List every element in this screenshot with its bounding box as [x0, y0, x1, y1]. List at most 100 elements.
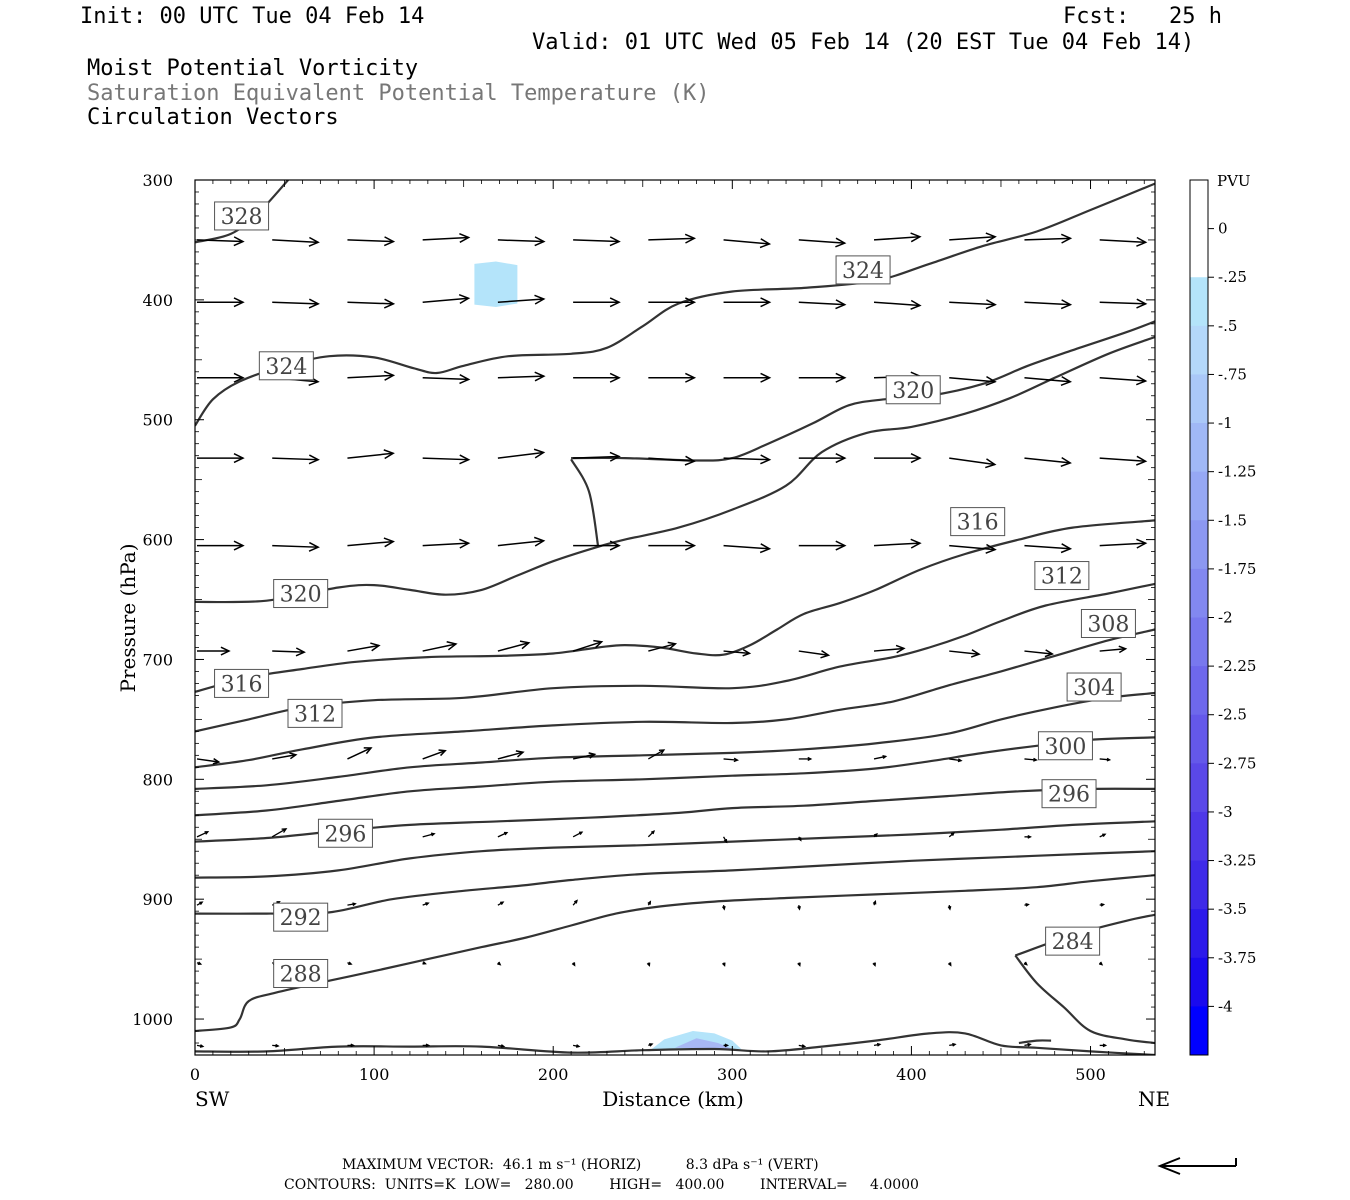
- circulation-vector: [573, 372, 621, 383]
- contour-label-box: [885, 375, 941, 405]
- reference-vector-arrow: [1157, 1157, 1237, 1175]
- x-tick-label: 500: [1075, 1065, 1106, 1084]
- circulation-vector: [949, 758, 963, 763]
- x-tick-label: 0: [190, 1065, 200, 1084]
- x-left-label: SW: [195, 1087, 230, 1111]
- colorbar-swatch: [1190, 180, 1208, 230]
- y-tick-label: 400: [142, 291, 173, 310]
- y-tick-label: 600: [142, 531, 173, 550]
- pv-shade-upper: [474, 261, 518, 308]
- colorbar-label: 0: [1218, 220, 1228, 238]
- circulation-vector: [873, 832, 878, 838]
- y-tick-label: 500: [142, 411, 173, 430]
- circulation-vector: [572, 752, 597, 760]
- circulation-vector: [723, 836, 728, 844]
- colorbar-swatch: [1190, 520, 1208, 570]
- circulation-vector: [873, 232, 922, 243]
- circulation-vector: [196, 757, 221, 765]
- circulation-vector: [1024, 834, 1032, 839]
- circulation-vector: [497, 1044, 506, 1048]
- forecast-hour: Fcst: 25 h: [1063, 4, 1222, 29]
- circulation-vector: [422, 832, 436, 838]
- valid-time: Valid: 01 UTC Wed 05 Feb 14 (20 EST Tue …: [532, 30, 1195, 55]
- circulation-vector: [949, 543, 997, 554]
- colorbar-swatch: [1190, 617, 1208, 667]
- circulation-vector: [949, 376, 997, 387]
- circulation-vector: [874, 453, 922, 464]
- circulation-vector: [497, 294, 546, 305]
- circulation-vector: [347, 747, 373, 760]
- max-vector-note: MAXIMUM VECTOR: 46.1 m s⁻¹ (HORIZ) 8.3 d…: [342, 1157, 819, 1173]
- colorbar-swatch: [1190, 423, 1208, 473]
- y-tick-label: 1000: [132, 1010, 173, 1029]
- y-tick-label: 300: [142, 171, 173, 190]
- contour-label: 328: [221, 205, 263, 230]
- circulation-vector: [798, 372, 847, 383]
- circulation-vector: [873, 755, 888, 760]
- circulation-vector: [572, 639, 604, 652]
- circulation-vector: [272, 647, 306, 657]
- circulation-vector: [948, 832, 955, 838]
- contour-label: 304: [1073, 676, 1115, 701]
- circulation-vector: [1024, 757, 1038, 762]
- circulation-vector: [571, 962, 576, 967]
- colorbar-swatch: [1190, 1006, 1208, 1056]
- circulation-vector: [723, 454, 772, 465]
- circulation-vector: [572, 831, 584, 838]
- circulation-vector: [1024, 543, 1073, 554]
- circulation-vector: [648, 641, 678, 652]
- circulation-vector: [497, 371, 546, 382]
- circulation-vector: [648, 233, 697, 244]
- circulation-vector: [723, 372, 772, 383]
- contour-label-box: [1034, 561, 1090, 591]
- circulation-vector: [573, 1044, 581, 1048]
- contour-label: 316: [957, 511, 999, 536]
- circulation-vector: [197, 372, 245, 383]
- y-tick-label: 800: [142, 770, 173, 789]
- circulation-vector: [347, 961, 353, 966]
- circulation-vector: [647, 830, 656, 838]
- circulation-vector: [497, 448, 546, 459]
- circulation-vector: [646, 962, 651, 967]
- contour-label-box: [1080, 608, 1136, 638]
- theta-e-contour: [1018, 1039, 1052, 1045]
- contour-label: 320: [280, 583, 322, 608]
- colorbar-swatch: [1190, 666, 1208, 716]
- circulation-vector: [723, 1043, 730, 1048]
- circulation-vector: [1024, 1042, 1032, 1047]
- colorbar-swatch: [1190, 325, 1208, 375]
- circulation-vector: [196, 1044, 205, 1048]
- colorbar-swatch: [1190, 228, 1208, 278]
- init-time: Init: 00 UTC Tue 04 Feb 14: [80, 4, 425, 29]
- circulation-vector: [949, 649, 981, 658]
- circulation-vector: [1024, 649, 1055, 658]
- colorbar-label: -1.75: [1218, 560, 1256, 578]
- colorbar-swatch: [1190, 277, 1208, 327]
- theta-e-contour: [570, 458, 600, 546]
- colorbar-title: PVU: [1217, 172, 1251, 190]
- colorbar-label: -.75: [1218, 365, 1247, 383]
- circulation-vector: [573, 236, 621, 247]
- contour-label-box: [258, 351, 314, 381]
- field-title-3: Circulation Vectors: [87, 105, 339, 130]
- circulation-vector: [949, 457, 997, 469]
- contour-label-box: [1037, 731, 1093, 761]
- colorbar-label: -3: [1218, 803, 1233, 821]
- colorbar-label: -.5: [1218, 317, 1237, 335]
- circulation-vector: [422, 749, 447, 760]
- colorbar-label: -3.5: [1218, 900, 1247, 918]
- circulation-vector: [497, 750, 525, 760]
- circulation-vector: [347, 537, 395, 548]
- contour-label-box: [950, 507, 1006, 537]
- circulation-vector: [1024, 903, 1030, 907]
- theta-e-contour: [195, 736, 1155, 817]
- colorbar-label: -1.5: [1218, 511, 1247, 529]
- circulation-vector: [721, 962, 726, 967]
- circulation-vector: [873, 1042, 882, 1047]
- theta-e-contour: [195, 335, 1155, 604]
- circulation-vector: [272, 752, 298, 760]
- circulation-vector: [422, 902, 430, 906]
- contour-label-box: [287, 698, 343, 728]
- circulation-vector: [422, 374, 471, 385]
